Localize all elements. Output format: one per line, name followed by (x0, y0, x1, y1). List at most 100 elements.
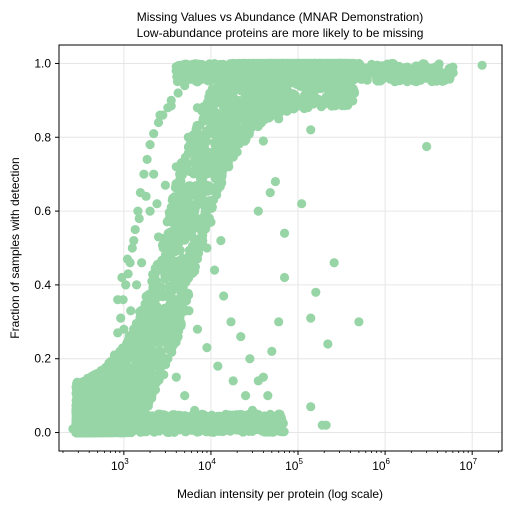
scatter-point (228, 100, 238, 110)
y-tick-label: 0.4 (34, 278, 51, 292)
scatter-point (240, 121, 251, 131)
scatter-point (155, 313, 165, 323)
scatter-point (348, 96, 358, 106)
scatter-point (201, 131, 211, 141)
scatter-point (184, 306, 194, 316)
scatter-point (137, 258, 147, 268)
scatter-point (145, 140, 155, 150)
scatter-point (253, 206, 263, 216)
scatter-point (153, 117, 164, 128)
scatter-point (169, 200, 179, 210)
scatter-point (327, 101, 337, 111)
scatter-point (232, 66, 242, 76)
scatter-point (274, 317, 284, 327)
scatter-point (154, 284, 164, 294)
scatter-point (218, 426, 228, 437)
scatter-point (202, 424, 212, 434)
scatter-point (129, 420, 139, 430)
scatter-point (102, 409, 112, 419)
scatter-point (279, 228, 290, 238)
scatter-point (422, 62, 432, 72)
scatter-point (127, 243, 137, 253)
x-axis-label: Median intensity per protein (log scale) (177, 487, 383, 501)
scatter-point (213, 420, 223, 430)
scatter-point (187, 213, 197, 224)
scatter-point (258, 136, 268, 146)
scatter-point (115, 424, 125, 434)
scatter-point (250, 85, 260, 96)
scatter-point (134, 213, 144, 224)
scatter-point (144, 289, 154, 299)
scatter-point (290, 99, 300, 109)
scatter-point (186, 266, 196, 276)
scatter-point (79, 422, 89, 432)
scatter-point (126, 306, 136, 316)
scatter-point (130, 224, 140, 235)
scatter-point (226, 84, 236, 94)
scatter-point (282, 76, 292, 86)
scatter-point (202, 165, 212, 176)
scatter-point (176, 254, 186, 265)
scatter-point (119, 324, 129, 334)
scatter-point (281, 98, 291, 108)
x-tick-label: 104 (198, 457, 216, 473)
scatter-point (194, 62, 204, 72)
scatter-point (174, 217, 184, 228)
scatter-point (192, 147, 203, 157)
scatter-point (129, 327, 139, 337)
scatter-point (99, 416, 110, 427)
x-tick-label: 106 (372, 457, 390, 473)
scatter-point (209, 265, 220, 275)
scatter-point (122, 254, 133, 264)
y-tick-label: 0.0 (34, 426, 51, 440)
scatter-point (145, 298, 155, 308)
scatter-point (339, 87, 349, 97)
scatter-point (265, 188, 275, 198)
scatter-point (262, 415, 273, 425)
scatter-point (306, 313, 316, 323)
scatter-point (145, 424, 155, 434)
scatter-point (140, 403, 150, 413)
scatter-point (222, 94, 233, 104)
scatter-point (332, 92, 342, 102)
scatter-point (209, 88, 219, 98)
scatter-point (245, 354, 255, 364)
scatter-point (253, 376, 263, 386)
scatter-point (411, 69, 421, 79)
scatter-point (180, 152, 191, 162)
scatter-point (160, 420, 171, 430)
scatter-point (228, 376, 238, 386)
scatter-point (267, 346, 277, 356)
scatter-point (68, 424, 78, 434)
scatter-point (254, 119, 264, 129)
scatter-point (155, 110, 165, 120)
scatter-point (183, 132, 193, 142)
scatter-point (235, 422, 246, 433)
scatter-point (402, 62, 412, 72)
scatter-point (213, 184, 223, 194)
scatter-point (448, 62, 458, 72)
scatter-point (171, 372, 181, 382)
scatter-point (94, 390, 104, 400)
scatter-point (194, 135, 204, 145)
scatter-point (272, 88, 282, 99)
y-tick-label: 1.0 (34, 56, 51, 70)
scatter-point (195, 174, 206, 184)
scatter-point (157, 240, 168, 250)
scatter-point (92, 370, 103, 381)
scatter-point (224, 162, 234, 172)
scatter-point (139, 340, 149, 351)
scatter-point (232, 413, 242, 423)
scatter-point (340, 74, 350, 84)
scatter-point (180, 391, 190, 401)
scatter-point (128, 379, 138, 389)
scatter-point (236, 85, 246, 96)
scatter-point (185, 199, 195, 210)
scatter-point (155, 409, 166, 419)
scatter-point (142, 154, 152, 165)
scatter-point (117, 272, 127, 283)
scatter-point (270, 176, 281, 187)
scatter-point (317, 420, 327, 430)
scatter-point (211, 107, 221, 118)
